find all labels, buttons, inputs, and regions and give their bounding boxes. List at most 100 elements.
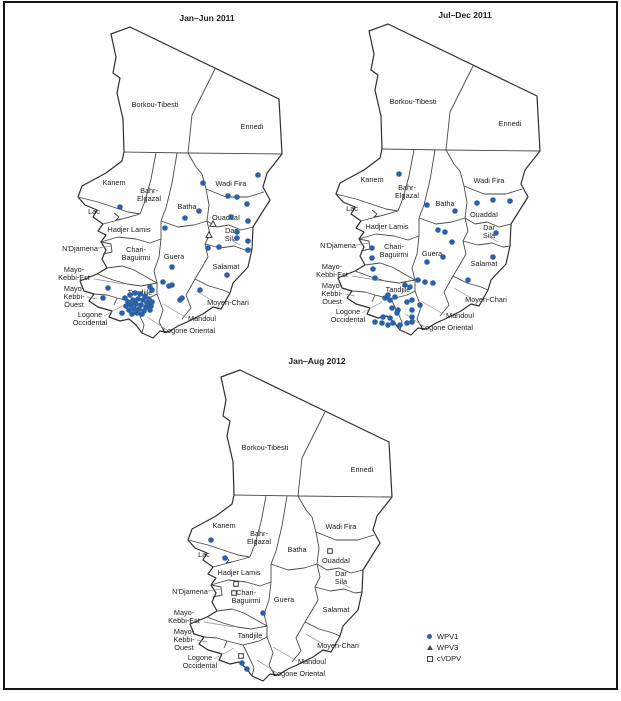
region-label-mayo-kebbi-ouest: Ouest — [64, 300, 83, 309]
wpv1-case-marker — [162, 225, 168, 231]
wpv3-triangle-icon — [427, 645, 437, 650]
wpv1-case-marker — [216, 244, 222, 250]
wpv3-case-marker — [209, 219, 217, 227]
region-label-mayo-kebbi-est: Mayo- — [322, 262, 343, 271]
region-border — [358, 238, 371, 252]
region-label-guera: Guera — [422, 249, 443, 258]
wpv1-case-marker — [394, 310, 400, 316]
wpv1-case-marker — [385, 322, 391, 328]
region-label-ouaddai: Ouaddaï — [470, 210, 499, 219]
region-label-lac: Lac — [88, 207, 100, 216]
wpv1-case-marker — [123, 303, 129, 309]
map-panel-2: Jan–Aug 2012 Borkou-Tibesti Ennedi Kanem Bah… — [120, 346, 430, 696]
leader-line-mayo-kebbi-ouest — [86, 296, 98, 300]
region-label-kanem: Kanem — [212, 521, 235, 530]
wpv1-case-marker — [507, 198, 513, 204]
wpv1-case-marker — [245, 238, 251, 244]
wpv1-case-marker — [442, 229, 448, 235]
region-border — [291, 621, 306, 663]
region-label-hadjer-lamis: Hadjer Lamis — [108, 225, 151, 234]
leader-line-moyen-chari — [305, 633, 324, 645]
wpv1-case-marker — [490, 197, 496, 203]
country-outline — [335, 23, 541, 336]
region-label-salamat: Salamat — [323, 605, 350, 614]
region-border — [181, 278, 196, 320]
region-label-dar-sila: Dar — [335, 569, 347, 578]
cvdpv-case-marker — [231, 590, 237, 596]
region-border — [439, 275, 454, 317]
region-label-logone-oriental: Logone Oriental — [273, 669, 325, 678]
region-label-mayo-kebbi-ouest: Ouest — [174, 643, 193, 652]
region-border — [210, 584, 223, 598]
leader-line-logone-oriental — [256, 659, 278, 674]
wpv1-case-marker — [166, 283, 172, 289]
wpv1-case-marker — [205, 245, 211, 251]
wpv1-case-marker — [392, 294, 398, 300]
region-border — [358, 218, 420, 241]
region-border — [203, 636, 228, 649]
region-label-mayo-kebbi-est: Kebbi-Est — [316, 270, 348, 279]
wpv1-case-marker — [128, 302, 134, 308]
leader-line-mayo-kebbi-est — [351, 275, 383, 282]
region-border — [452, 240, 467, 277]
region-label-mayo-kebbi-est: Mayo- — [64, 265, 85, 274]
wpv1-case-marker — [370, 266, 376, 272]
region-border — [160, 152, 178, 222]
wpv1-case-marker — [105, 285, 111, 291]
cvdpv-case-marker — [233, 581, 239, 587]
region-label-bahr-elgazal: Elgazal — [137, 194, 161, 203]
wpv1-case-marker — [244, 666, 250, 672]
wpv1-case-marker — [224, 272, 230, 278]
region-label-dar-sila: Dar — [483, 223, 495, 232]
region-label-kanem: Kanem — [102, 178, 125, 187]
region-label-mayo-kebbi-ouest: Mayo- — [322, 281, 343, 290]
wpv1-case-marker — [129, 311, 135, 317]
wpv1-case-marker — [404, 320, 410, 326]
region-border — [205, 188, 210, 222]
region-border — [93, 293, 118, 306]
region-label-chari-baguirmi: Baguirmi — [380, 250, 409, 259]
leader-line-mandoul — [162, 303, 188, 319]
region-label-ouaddai: Ouaddaï — [322, 556, 351, 565]
wpv1-case-marker — [397, 322, 403, 328]
wpv1-case-marker — [407, 284, 413, 290]
wpv1-case-marker — [135, 296, 141, 302]
wpv1-case-marker — [126, 307, 132, 313]
wpv1-case-marker — [119, 310, 125, 316]
region-border — [206, 616, 268, 630]
region-border — [315, 531, 320, 565]
map-panel-0: Jan–Jun 2011 Borkou-Tibesti Ennedi Kanem Bah… — [10, 3, 320, 353]
region-label-ennedi: Ennedi — [351, 465, 374, 474]
leader-line-logone-occidental — [361, 301, 383, 314]
region-label-batha: Batha — [287, 545, 307, 554]
leader-line-logone-occidental — [103, 304, 125, 317]
region-label-bahr-elgazal: Bahr- — [250, 529, 268, 538]
wpv1-case-marker — [147, 307, 153, 313]
region-border — [187, 539, 251, 558]
region-border — [397, 149, 415, 212]
region-label-logone-occidental: Logone — [78, 310, 102, 319]
wpv1-case-marker — [133, 301, 139, 307]
country-outline — [187, 369, 393, 682]
wpv1-case-marker — [132, 290, 138, 296]
wpv1-case-marker — [402, 282, 408, 288]
region-border — [96, 273, 158, 287]
wpv1-case-marker — [493, 230, 499, 236]
region-label-logone-occidental: Logone — [336, 307, 360, 316]
region-border — [226, 626, 268, 646]
wpv1-case-marker — [409, 319, 415, 325]
region-border — [371, 209, 381, 218]
region-label-guera: Guera — [274, 595, 295, 604]
region-label-moyen-chari: Moyen-Chari — [465, 295, 507, 304]
map-title: Jul–Dec 2011 — [438, 10, 492, 20]
leader-line-dar-sila — [490, 237, 499, 243]
wpv1-case-marker — [225, 193, 231, 199]
chad-map-svg: Jan–Jun 2011 Borkou-Tibesti Ennedi Kanem Bah… — [58, 13, 283, 339]
region-label-wadi-fira: Wadi Fira — [216, 179, 248, 188]
region-label-borkou-tibesti: Borkou-Tibesti — [132, 100, 179, 109]
region-label-mayo-kebbi-est: Mayo- — [174, 608, 195, 617]
region-label-chari-baguirmi: Baguirmi — [232, 596, 261, 605]
region-border — [77, 196, 141, 215]
region-label-logone-occidental: Logone — [188, 653, 212, 662]
